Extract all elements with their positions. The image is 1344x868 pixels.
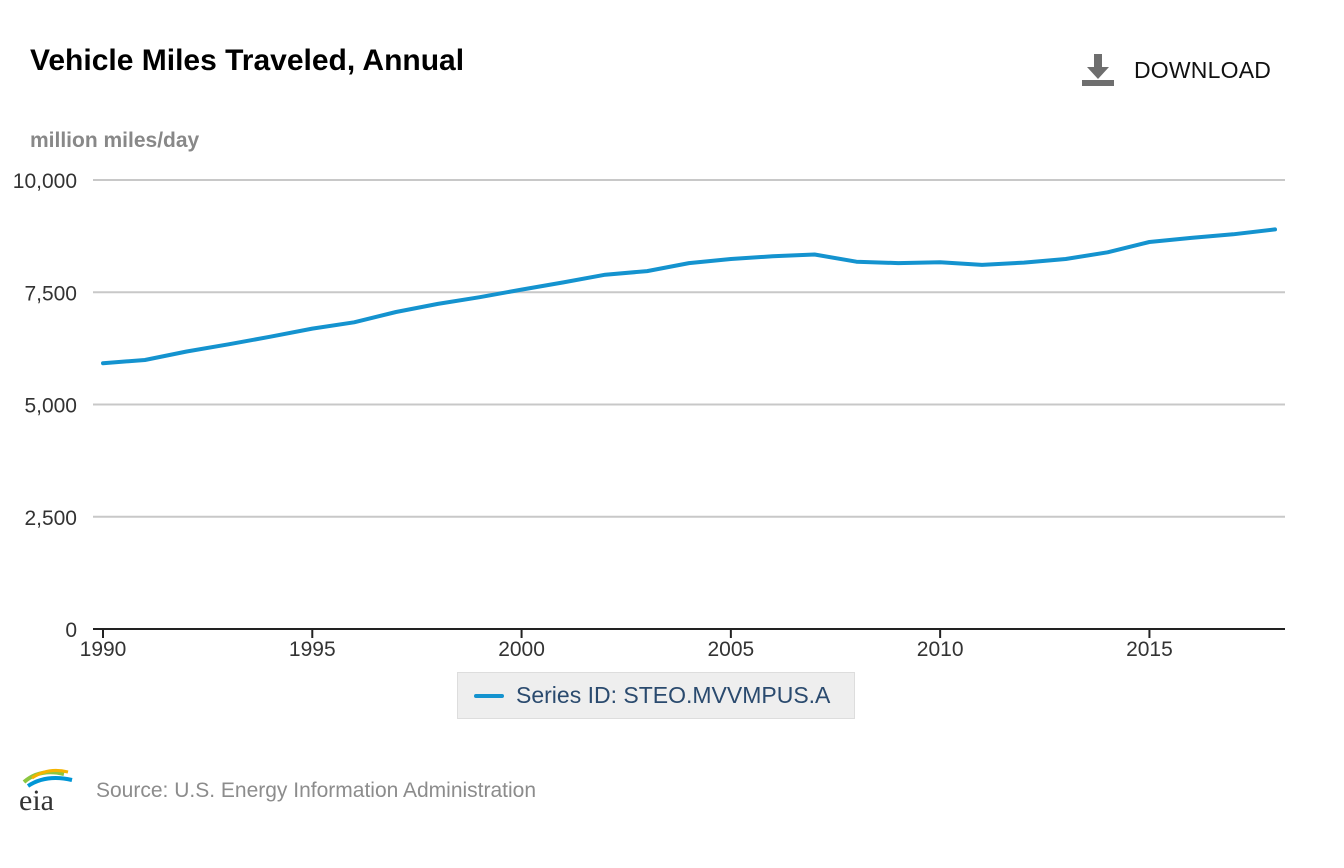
- y-tick-label-10000: 10,000: [13, 170, 77, 193]
- data-point-2002: [603, 273, 607, 277]
- data-point-1996: [352, 320, 356, 324]
- series-line-0: [101, 227, 1277, 366]
- data-point-2008: [854, 260, 858, 264]
- data-point-2009: [896, 261, 900, 265]
- tick-labels: 0 2,500 5,000 7,500 10,000 1990 1995 2000 2005 20…: [13, 170, 1173, 661]
- data-point-1993: [227, 342, 231, 346]
- download-icon: [1082, 54, 1114, 86]
- download-label: DOWNLOAD: [1134, 56, 1272, 83]
- y-axis-units-label: million miles/day: [30, 129, 200, 152]
- data-point-1998: [436, 302, 440, 306]
- data-point-2003: [645, 269, 649, 273]
- data-point-2004: [687, 261, 691, 265]
- y-tick-label-2500: 2,500: [24, 507, 77, 530]
- grid-lines: [93, 179, 1285, 518]
- data-point-1995: [310, 327, 314, 331]
- download-button[interactable]: DOWNLOAD: [1080, 52, 1271, 88]
- data-point-2018: [1273, 227, 1277, 231]
- series-layer: [101, 227, 1277, 366]
- chart-title: Vehicle Miles Traveled, Annual: [30, 44, 465, 77]
- x-tick-label-2000: 2000: [498, 638, 545, 661]
- x-tick-label-2010: 2010: [917, 638, 964, 661]
- data-point-1991: [143, 358, 147, 362]
- data-point-2016: [1189, 236, 1193, 240]
- data-point-2017: [1231, 232, 1235, 236]
- source-note: Source: U.S. Energy Information Administ…: [96, 779, 537, 802]
- data-point-2005: [729, 257, 733, 261]
- x-tick-label-2005: 2005: [707, 638, 754, 661]
- eia-logo: eia: [19, 769, 73, 814]
- footer: eia Source: U.S. Energy Information Admi…: [18, 768, 536, 814]
- data-point-2000: [520, 288, 524, 292]
- data-point-2010: [938, 260, 942, 264]
- data-point-1990: [101, 361, 105, 365]
- y-tick-label-5000: 5,000: [24, 395, 77, 418]
- x-tick-label-1995: 1995: [289, 638, 336, 661]
- data-point-2007: [813, 253, 817, 257]
- x-tick-label-1990: 1990: [80, 638, 127, 661]
- legend-item[interactable]: Series ID: STEO.MVVMPUS.A: [457, 672, 855, 719]
- data-point-1994: [268, 335, 272, 339]
- data-point-2012: [1022, 261, 1026, 265]
- data-point-2015: [1147, 240, 1151, 244]
- data-point-2013: [1064, 257, 1068, 261]
- y-tick-label-7500: 7,500: [24, 282, 77, 305]
- x-tick-label-2015: 2015: [1126, 638, 1173, 661]
- legend-label: Series ID: STEO.MVVMPUS.A: [516, 682, 831, 708]
- data-point-2006: [771, 254, 775, 258]
- axes: [93, 628, 1285, 638]
- y-tick-label-0: 0: [65, 619, 77, 642]
- eia-logo-text: eia: [19, 784, 54, 814]
- data-point-1992: [185, 350, 189, 354]
- data-point-2001: [561, 280, 565, 284]
- legend-swatch: [474, 693, 504, 698]
- data-point-1997: [394, 310, 398, 314]
- data-point-2014: [1106, 250, 1110, 254]
- data-point-1999: [478, 295, 482, 299]
- data-point-2011: [980, 263, 984, 267]
